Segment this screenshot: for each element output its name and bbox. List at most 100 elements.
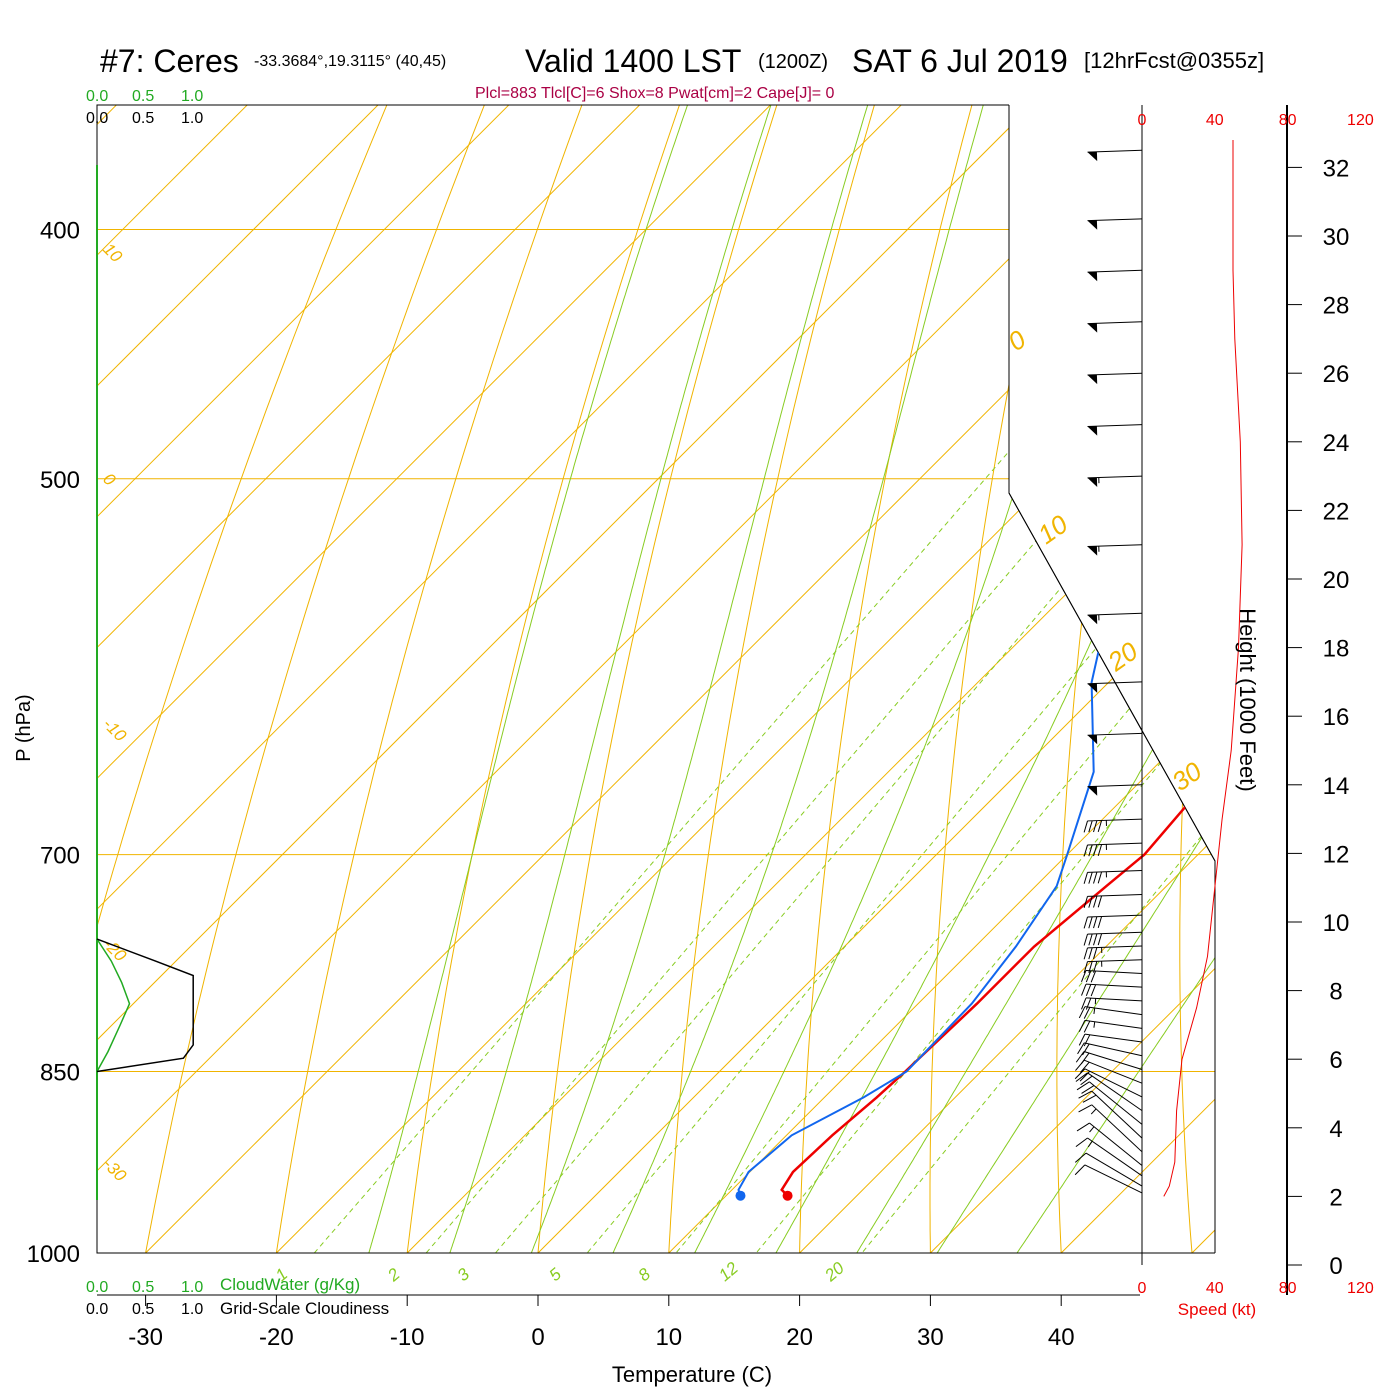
isotherm <box>1191 105 1215 1253</box>
wind-barb-staff <box>1087 475 1143 479</box>
height-tick-label: 12 <box>1323 841 1350 868</box>
isotherm <box>97 105 1215 1253</box>
wind-barb-flag <box>1087 546 1098 556</box>
x-axis-title: Temperature (C) <box>612 1362 772 1387</box>
x-tick-label: -10 <box>390 1324 425 1351</box>
wind-barb <box>1087 218 1143 230</box>
wind-barb-staff <box>1089 1081 1143 1125</box>
isotherm-label: 10 <box>99 239 126 266</box>
moist-adiabat <box>352 105 878 1253</box>
speed-tick-bottom: 0 <box>1138 1280 1147 1297</box>
isotherm <box>97 105 742 1253</box>
mixing-ratio-line <box>817 229 1215 1253</box>
wind-barb-feather <box>1078 1104 1093 1113</box>
height-tick-label: 24 <box>1323 430 1350 457</box>
x-tick-label: -20 <box>259 1324 294 1351</box>
cloud-profiles <box>96 165 194 1200</box>
wind-barb-flag <box>1087 683 1098 693</box>
moist-adiabat <box>430 105 951 1253</box>
wind-barb <box>1083 818 1143 833</box>
dewpoint-surface-dot <box>735 1190 746 1201</box>
isotherm <box>97 105 1003 1253</box>
wind-barb-staff <box>1084 1019 1143 1029</box>
wind-barb-feather <box>1097 895 1103 908</box>
wind-barb-staff <box>1087 959 1143 963</box>
wind-barb-staff <box>1084 1164 1143 1194</box>
cloudwater-profile <box>96 938 131 1072</box>
pressure-tick-label: 500 <box>40 467 80 494</box>
wind-barb-feather <box>1083 961 1088 974</box>
wind-barb <box>1087 784 1143 796</box>
wind-barb-staff <box>1084 1059 1143 1084</box>
wind-barb <box>1076 1122 1143 1166</box>
wind-barb-feather <box>1097 820 1103 833</box>
mixing-ratio-line <box>540 229 1215 1253</box>
dry-adiabat <box>135 105 721 1253</box>
wind-barb-feather <box>1093 820 1098 833</box>
wind-barb-staff <box>1087 612 1143 616</box>
dry-adiabat <box>1299 0 1400 1308</box>
wind-barb-staff <box>1087 784 1143 788</box>
wind-barb-staff <box>1087 1137 1143 1177</box>
wind-barb-feather <box>1083 1007 1091 1019</box>
mixing-ratio-label: 12 <box>715 1258 742 1285</box>
wind-barb-feather <box>1081 970 1087 983</box>
speed-tick-top: 80 <box>1279 112 1297 129</box>
cloudiness-label: Grid-Scale Cloudiness <box>220 1299 389 1318</box>
x-tick-label: 20 <box>786 1324 813 1351</box>
x-tick-label: 10 <box>655 1324 682 1351</box>
wind-barb <box>1087 475 1143 488</box>
wind-barb-feather <box>1075 1137 1088 1148</box>
isotherm <box>406 105 1215 1253</box>
wind-barb <box>1087 544 1143 556</box>
wind-barb <box>1081 983 1143 997</box>
wind-barb <box>1083 931 1143 946</box>
wind-barb-feather <box>1097 871 1103 884</box>
wind-barb-feather <box>1088 916 1093 929</box>
theta-label: 30 <box>1166 755 1207 796</box>
wind-barb-feather <box>1093 895 1098 908</box>
pressure-tick-label: 700 <box>40 843 80 870</box>
dry-adiabat <box>533 105 976 1253</box>
wind-barb-staff <box>1091 1104 1143 1153</box>
moist-adiabat <box>901 105 1215 1253</box>
wind-barb <box>1081 997 1143 1010</box>
cloudwater-tick-bottom-1: 0.5 <box>132 1279 154 1296</box>
pressure-tick-label: 850 <box>40 1059 80 1086</box>
height-tick-label: 14 <box>1323 773 1350 800</box>
moist-adiabat <box>744 105 1215 1253</box>
pressure-tick-label: 400 <box>40 218 80 245</box>
dry-adiabat <box>267 105 806 1253</box>
wind-barb-feather <box>1078 1033 1086 1046</box>
wind-barb <box>1075 1137 1143 1177</box>
wind-barb-staff <box>1084 1042 1143 1057</box>
wind-barb-feather <box>1082 1043 1090 1056</box>
temperature-surface-dot <box>782 1190 793 1201</box>
wind-barb <box>1078 1033 1143 1047</box>
wind-barb <box>1075 1059 1143 1084</box>
cloudwater-tick-bottom-0: 0.0 <box>86 1279 108 1296</box>
thermo-grid <box>97 0 1400 1308</box>
cloudiness-tick-bottom-0: 0.0 <box>86 1301 108 1318</box>
hodograph-divider <box>1008 492 1216 862</box>
height-tick-label: 2 <box>1329 1184 1342 1211</box>
wind-barb-feather <box>1090 984 1097 997</box>
isotherm-label: 0 <box>99 469 120 490</box>
isotherm <box>276 105 1215 1253</box>
wind-barb <box>1074 1152 1143 1187</box>
mixing-ratio-label: 8 <box>635 1264 655 1285</box>
pressure-tick-label: 1000 <box>27 1241 80 1268</box>
isotherm <box>97 105 218 1253</box>
height-tick-label: 18 <box>1323 636 1350 663</box>
wind-barb-half <box>1093 1007 1096 1015</box>
wind-barb-staff <box>1084 1033 1143 1043</box>
cloudwater-tick-bottom-2: 1.0 <box>181 1279 203 1296</box>
wind-barb-feather <box>1080 1075 1093 1086</box>
speed-tick-top: 0 <box>1138 112 1147 129</box>
mixing-ratio-label: 20 <box>820 1258 848 1286</box>
height-tick-label: 32 <box>1323 155 1350 182</box>
wind-barb <box>1087 732 1143 745</box>
height-tick-label: 28 <box>1323 293 1350 320</box>
isotherm <box>799 105 1215 1253</box>
wind-barb-feather <box>1093 947 1098 960</box>
